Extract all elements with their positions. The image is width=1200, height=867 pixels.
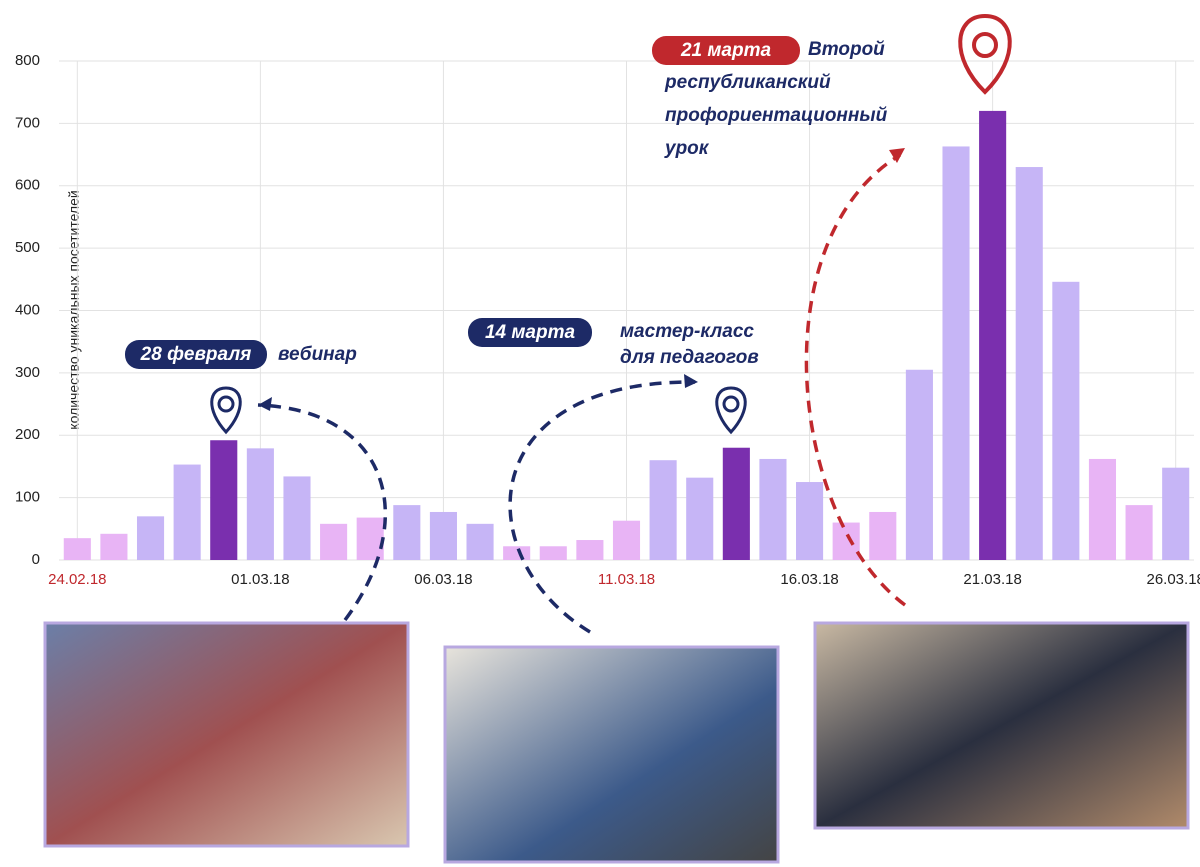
bar	[247, 448, 274, 560]
bar	[942, 146, 969, 560]
x-tick-label: 24.02.18	[48, 571, 106, 588]
bar	[137, 516, 164, 560]
x-tick-label: 26.03.18	[1146, 571, 1200, 588]
bar	[833, 523, 860, 560]
pin	[212, 388, 241, 432]
bar	[393, 505, 420, 560]
x-tick-label: 21.03.18	[963, 571, 1021, 588]
bar	[357, 518, 384, 560]
x-tick-label: 11.03.18	[598, 571, 655, 588]
chart: количество уникальных посетителей 010020…	[0, 0, 1200, 867]
bar	[64, 538, 91, 560]
bar	[210, 440, 237, 560]
annotation-text: урок	[664, 138, 710, 159]
bar	[869, 512, 896, 560]
bar	[1089, 459, 1116, 560]
annotation-text: для педагогов	[620, 347, 759, 368]
bar	[1016, 167, 1043, 560]
y-tick-label: 300	[15, 364, 40, 381]
bar	[759, 459, 786, 560]
annotation-text: профориентационный	[665, 105, 888, 126]
bar	[1052, 282, 1079, 560]
bar	[613, 521, 640, 560]
bar	[1162, 468, 1189, 560]
bar	[283, 476, 310, 560]
x-tick-label: 01.03.18	[231, 571, 289, 588]
annotation-text: республиканский	[664, 72, 831, 93]
y-tick-label: 200	[15, 426, 40, 443]
pin	[717, 388, 746, 432]
annotation-text: вебинар	[278, 344, 357, 365]
bar	[1126, 505, 1153, 560]
annotation-badge: 21 марта	[680, 40, 772, 61]
y-tick-label: 800	[15, 52, 40, 69]
y-tick-label: 700	[15, 114, 40, 131]
bar	[979, 111, 1006, 560]
bar	[503, 546, 530, 560]
bar	[686, 478, 713, 560]
bar	[723, 448, 750, 560]
x-tick-label: 06.03.18	[414, 571, 472, 588]
y-tick-label: 0	[32, 551, 40, 568]
arrow-head	[684, 374, 698, 388]
y-tick-label: 400	[15, 301, 40, 318]
bar	[906, 370, 933, 560]
bar	[576, 540, 603, 560]
bar	[796, 482, 823, 560]
y-tick-label: 600	[15, 177, 40, 194]
photo	[445, 647, 778, 862]
x-tick-label: 16.03.18	[780, 571, 838, 588]
bar	[430, 512, 457, 560]
bar	[650, 460, 677, 560]
bar	[467, 524, 494, 560]
bar	[540, 546, 567, 560]
annotation-text: Второй	[808, 39, 885, 60]
pin	[960, 16, 1010, 92]
annotation-text: мастер-класс	[620, 321, 754, 342]
bar	[100, 534, 127, 560]
bar	[174, 465, 201, 560]
annotation-badge: 28 февраля	[140, 344, 252, 365]
photo	[45, 623, 408, 846]
y-tick-label: 100	[15, 489, 40, 506]
bar	[320, 524, 347, 560]
y-tick-label: 500	[15, 239, 40, 256]
arrow-head	[889, 148, 905, 163]
annotation-badge: 14 марта	[485, 322, 576, 343]
plot-area: 0 100 200 300 400 500 600 700 800 24.02.18 01.03.1…	[15, 52, 1200, 588]
photo	[815, 623, 1188, 828]
